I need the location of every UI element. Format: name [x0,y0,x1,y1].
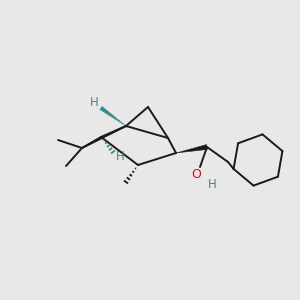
Text: H: H [116,149,124,163]
Polygon shape [100,106,126,126]
Polygon shape [176,145,208,153]
Text: O: O [191,167,201,181]
Text: H: H [90,97,98,110]
Text: H: H [208,178,216,190]
